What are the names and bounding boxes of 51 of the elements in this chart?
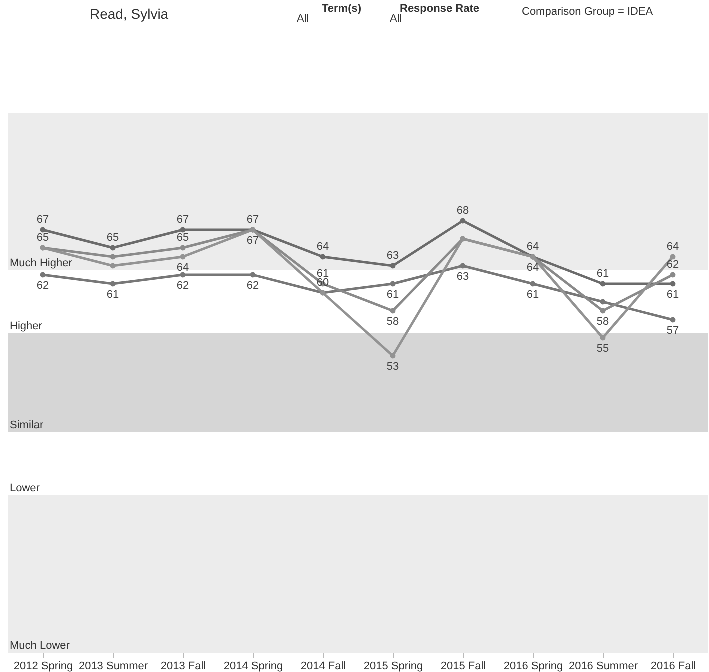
x-tick-label: 2016 Fall	[650, 660, 696, 672]
x-tick-label: 2014 Spring	[224, 660, 284, 672]
data-label: 64	[526, 262, 540, 274]
data-label: 67	[36, 214, 50, 226]
data-label: 61	[666, 289, 680, 301]
data-label: 62	[176, 280, 190, 292]
band-label: Higher	[10, 320, 43, 332]
text: All	[297, 13, 310, 25]
data-label: 61	[316, 268, 330, 280]
text: All	[390, 13, 402, 25]
data-label: 61	[526, 289, 540, 301]
data-label: 64	[666, 241, 680, 253]
data-label: 61	[106, 289, 120, 301]
chart-title: Read, Sylvia	[90, 6, 169, 22]
band-label: Lower	[10, 482, 40, 494]
x-tick-label: 2015 Spring	[364, 660, 424, 672]
band-label: Much Lower	[10, 640, 70, 652]
text: Response Rate	[400, 3, 480, 15]
data-label: 67	[246, 214, 260, 226]
data-label: 61	[596, 268, 610, 280]
data-label: 62	[246, 280, 260, 292]
data-label: 53	[386, 361, 400, 373]
text: Term(s)	[322, 3, 362, 15]
data-label: 65	[106, 232, 120, 244]
data-label: 63	[456, 271, 470, 283]
x-tick-label: 2014 Fall	[300, 660, 346, 672]
data-label: 68	[456, 205, 470, 217]
x-tick-label: 2015 Fall	[440, 660, 486, 672]
x-tick-label: 2016 Spring	[504, 660, 564, 672]
data-label: 58	[386, 316, 400, 328]
data-label: 67	[246, 235, 260, 247]
data-label: 55	[596, 343, 610, 355]
data-label: 62	[36, 280, 50, 292]
data-label: 58	[596, 316, 610, 328]
data-label: 64	[316, 241, 330, 253]
x-tick-label: 2013 Fall	[160, 660, 206, 672]
data-label: 64	[526, 241, 540, 253]
x-tick-label: 2012 Spring	[14, 660, 74, 672]
data-label: 64	[176, 262, 190, 274]
data-label: 61	[386, 289, 400, 301]
data-label: 65	[176, 232, 190, 244]
x-tick-label: 2016 Summer	[568, 660, 638, 672]
data-label: 63	[386, 250, 400, 262]
data-label: 57	[666, 325, 680, 337]
data-label: 62	[666, 259, 680, 271]
data-label: 65	[36, 232, 50, 244]
x-tick-label: 2013 Summer	[78, 660, 148, 672]
band-label: Much Higher	[10, 258, 73, 270]
data-label: 67	[176, 214, 190, 226]
band-label: Similar	[10, 420, 44, 432]
text: Comparison Group = IDEA	[522, 6, 654, 18]
